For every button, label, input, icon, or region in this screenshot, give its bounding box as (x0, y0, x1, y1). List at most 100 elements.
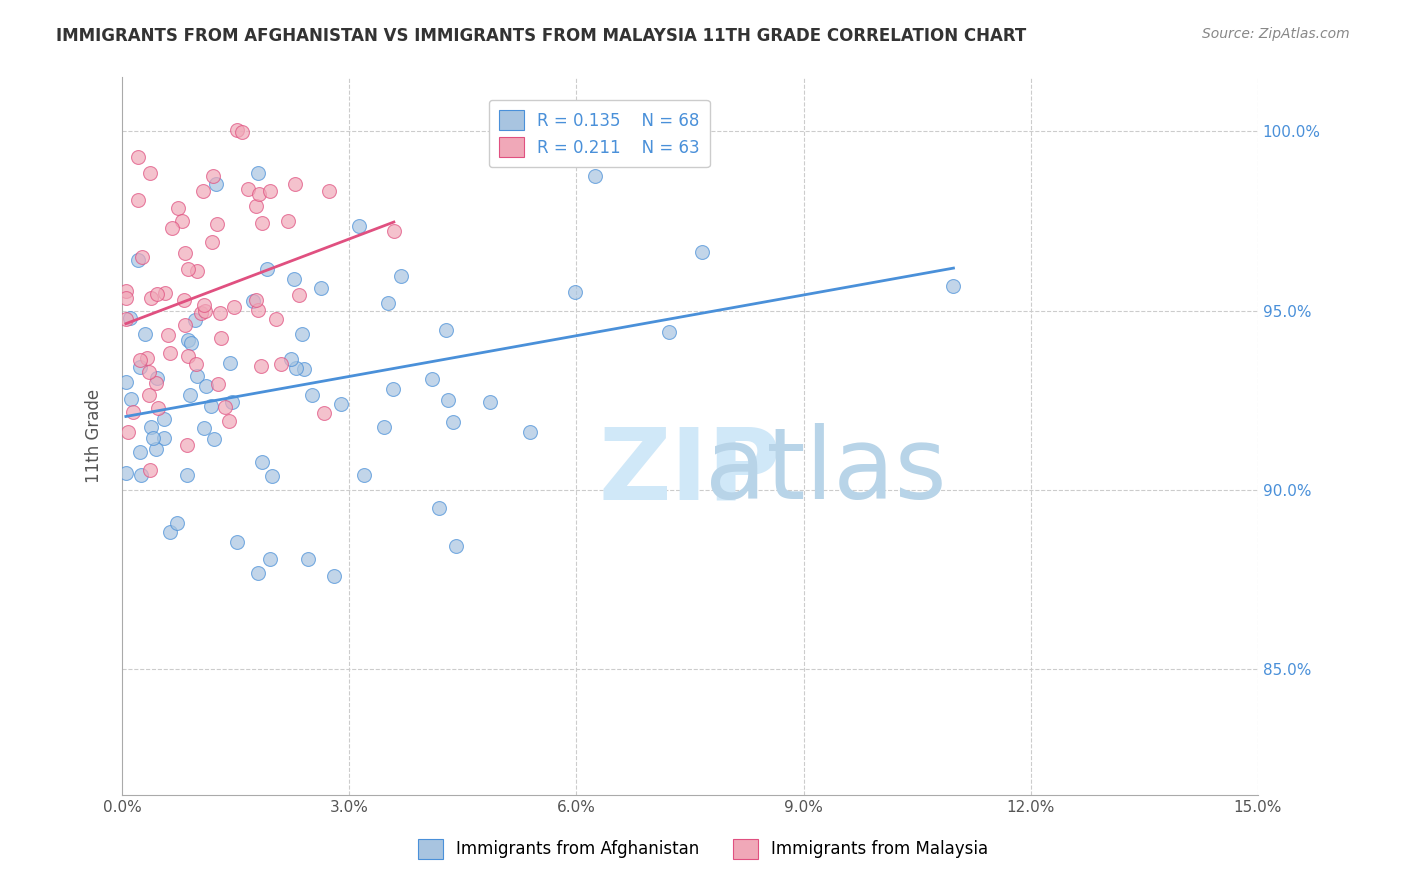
Point (193, 298, 215, 312)
Point (142, 432, 165, 446)
Point (180, 335, 202, 350)
Point (270, 357, 292, 371)
Point (115, 466, 138, 480)
Point (262, 468, 284, 483)
Text: atlas: atlas (706, 424, 948, 520)
Point (146, 371, 169, 385)
Point (201, 235, 224, 249)
Point (658, 326, 681, 340)
Point (153, 431, 176, 445)
Point (173, 293, 195, 308)
Point (692, 245, 714, 260)
Point (288, 288, 311, 302)
Point (218, 414, 240, 428)
Point (323, 569, 346, 583)
Text: ZIP: ZIP (599, 424, 782, 520)
Point (145, 442, 167, 456)
Point (146, 286, 169, 301)
Point (139, 166, 162, 180)
Point (177, 349, 200, 363)
Point (285, 361, 308, 376)
Point (134, 326, 156, 341)
Point (256, 262, 278, 277)
Point (179, 387, 201, 401)
Point (208, 306, 231, 320)
Point (250, 359, 273, 373)
Point (156, 328, 179, 343)
Point (250, 455, 273, 469)
Point (377, 295, 399, 310)
Point (434, 323, 457, 337)
Point (120, 392, 142, 407)
Point (564, 285, 586, 300)
Point (166, 516, 188, 530)
Point (312, 406, 335, 420)
Point (114, 284, 136, 298)
Point (159, 345, 181, 359)
Point (184, 357, 207, 371)
Point (122, 405, 145, 419)
Point (479, 395, 502, 409)
Point (297, 552, 319, 566)
Point (205, 217, 228, 231)
Point (427, 500, 450, 515)
Point (246, 166, 269, 180)
Point (127, 253, 149, 268)
Point (190, 306, 212, 320)
Point (184, 313, 207, 327)
Point (186, 264, 208, 278)
Point (170, 214, 193, 228)
Point (114, 375, 136, 389)
Point (329, 397, 352, 411)
Point (127, 150, 149, 164)
Point (301, 388, 323, 402)
Point (155, 286, 177, 301)
Point (139, 291, 162, 305)
Point (118, 311, 141, 326)
Point (353, 468, 375, 483)
Point (290, 326, 312, 341)
Y-axis label: 11th Grade: 11th Grade (86, 389, 103, 483)
Point (209, 331, 232, 345)
Point (247, 186, 270, 201)
Point (194, 303, 217, 318)
Point (226, 123, 249, 137)
Point (242, 294, 264, 309)
Point (177, 333, 200, 347)
Point (444, 539, 467, 553)
Point (114, 312, 136, 326)
Point (309, 280, 332, 294)
Point (176, 262, 198, 277)
Point (420, 372, 443, 386)
Point (264, 312, 287, 326)
Point (194, 379, 217, 393)
Point (139, 420, 162, 434)
Point (117, 425, 139, 440)
Point (129, 353, 152, 368)
Text: Source: ZipAtlas.com: Source: ZipAtlas.com (1202, 27, 1350, 41)
Point (292, 362, 315, 376)
Point (437, 392, 460, 407)
Point (245, 293, 267, 307)
Point (519, 425, 541, 440)
Point (202, 432, 225, 446)
Point (318, 185, 340, 199)
Point (127, 193, 149, 207)
Point (583, 169, 606, 183)
Point (381, 382, 404, 396)
Point (205, 177, 228, 191)
Point (231, 125, 253, 139)
Point (283, 272, 305, 286)
Point (246, 303, 269, 318)
Point (173, 318, 195, 333)
Point (942, 279, 965, 293)
Point (129, 467, 152, 482)
Point (162, 220, 184, 235)
Legend: R = 0.135    N = 68, R = 0.211    N = 63: R = 0.135 N = 68, R = 0.211 N = 63 (489, 100, 710, 168)
Point (131, 250, 153, 264)
Point (382, 224, 405, 238)
Point (176, 437, 198, 451)
Point (226, 535, 249, 549)
Point (284, 177, 307, 191)
Point (259, 185, 281, 199)
